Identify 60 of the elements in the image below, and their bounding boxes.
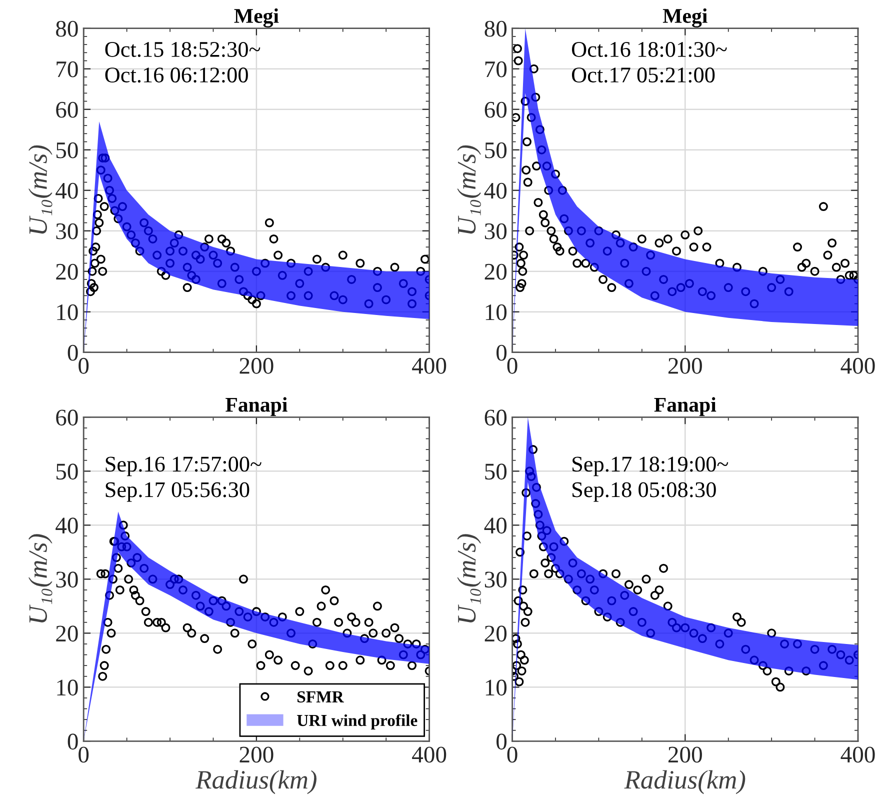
y-tick-label: 20	[484, 626, 507, 642]
y-tick-label: 60	[484, 410, 507, 426]
y-tick-label: 60	[56, 102, 78, 118]
x-tick-label: 0	[507, 746, 518, 763]
chart-title: Fanapi	[226, 397, 288, 416]
x-axis-title: Radius(km)	[195, 770, 316, 794]
y-tick-label: 70	[56, 61, 78, 78]
chart-title: Megi	[234, 8, 279, 28]
y-tick-label: 30	[484, 223, 507, 240]
chart-title: Fanapi	[654, 397, 716, 416]
x-tick-label: 400	[412, 358, 446, 374]
x-tick-label: 200	[668, 746, 702, 763]
y-tick-label: 30	[56, 223, 78, 240]
y-axis-title: U₁₀(m/s)	[28, 145, 52, 234]
x-tick-label: 200	[240, 746, 274, 763]
y-tick-label: 50	[485, 142, 507, 158]
x-tick-label: 0	[78, 746, 89, 763]
annotation: Oct.16 18:01:30~ Oct.17 05:21:00	[572, 42, 727, 83]
y-tick-label: 10	[57, 680, 78, 696]
y-tick-label: 10	[486, 304, 507, 320]
y-tick-label: 20	[56, 626, 78, 642]
y-tick-label: 0	[496, 344, 507, 361]
y-tick-label: 10	[486, 680, 507, 696]
legend-label: SFMR	[298, 691, 344, 702]
y-tick-label: 50	[56, 142, 78, 158]
y-axis-title: U₁₀(m/s)	[457, 145, 482, 234]
x-axis-title: Radius(km)	[624, 770, 746, 794]
x-tick-label: 400	[412, 746, 446, 763]
x-tick-label: 200	[668, 358, 702, 374]
y-tick-label: 0	[68, 344, 78, 361]
y-tick-label: 40	[56, 182, 78, 199]
y-tick-label: 50	[485, 464, 507, 480]
y-tick-label: 30	[56, 572, 78, 588]
annotation: Oct.15 18:52:30~ Oct.16 06:12:00	[105, 42, 260, 83]
y-axis-title: U₁₀(m/s)	[457, 534, 482, 623]
y-tick-label: 40	[484, 518, 507, 534]
annotation: Sep.17 18:19:00~ Sep.18 05:08:30	[572, 456, 728, 502]
legend-label: URI wind profile	[297, 714, 418, 730]
chart-title: Megi	[662, 8, 708, 28]
y-tick-label: 20	[484, 264, 507, 280]
x-tick-label: 400	[840, 358, 875, 374]
y-tick-label: 20	[56, 264, 78, 280]
y-axis-title: U₁₀(m/s)	[28, 534, 52, 623]
y-tick-label: 30	[484, 572, 507, 588]
y-tick-label: 10	[57, 304, 78, 320]
y-tick-label: 40	[56, 518, 78, 534]
y-tick-label: 50	[56, 464, 78, 480]
x-tick-label: 400	[840, 746, 875, 763]
x-tick-label: 200	[240, 358, 274, 374]
y-tick-label: 40	[484, 182, 507, 199]
x-tick-label: 0	[507, 358, 518, 374]
y-tick-label: 80	[56, 20, 78, 37]
y-tick-label: 80	[484, 20, 507, 37]
y-tick-label: 60	[484, 102, 507, 118]
x-tick-label: 0	[78, 358, 89, 374]
y-tick-label: 60	[56, 410, 78, 426]
y-tick-label: 0	[68, 734, 78, 750]
annotation: Sep.16 17:57:00~ Sep.17 05:56:30	[106, 456, 262, 502]
y-tick-label: 70	[485, 61, 507, 78]
y-tick-label: 0	[496, 734, 507, 750]
